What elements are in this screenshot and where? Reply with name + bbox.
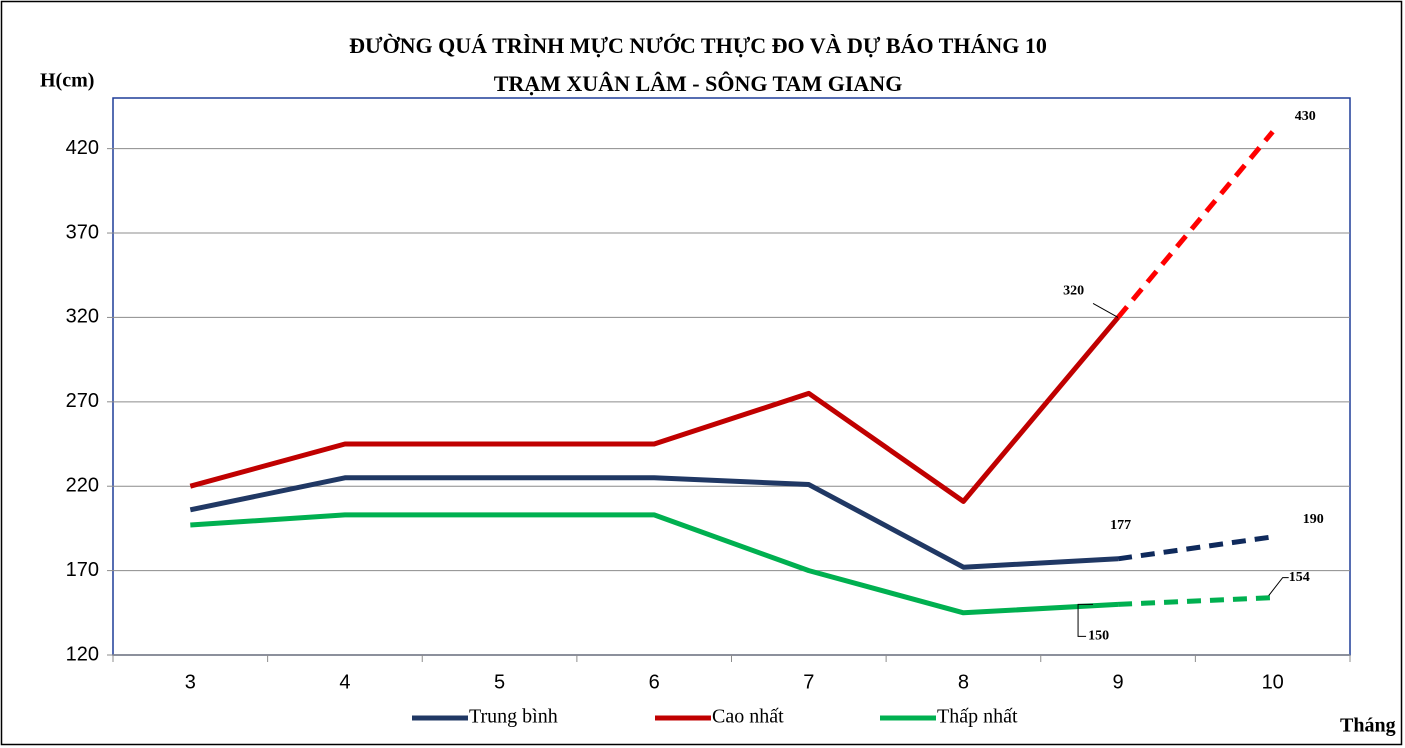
leader-line: [1092, 302, 1119, 318]
data-label: 430: [1295, 109, 1316, 124]
leader-line: [1268, 577, 1289, 596]
chart-subtitle: TRẠM XUÂN LÂM - SÔNG TAM GIANG: [494, 71, 903, 96]
legend-label: Trung bình: [469, 706, 558, 728]
y-tick-label: 170: [66, 559, 99, 581]
y-tick-label: 220: [66, 474, 99, 496]
forecast-line: [1117, 595, 1273, 607]
x-tick-label: 9: [1113, 671, 1124, 693]
data-label: 190: [1303, 512, 1324, 527]
x-tick-label: 10: [1262, 671, 1284, 693]
y-tick-label: 370: [66, 221, 99, 243]
x-tick-label: 4: [339, 671, 350, 693]
series-line: [189, 475, 1119, 570]
data-label: 320: [1063, 284, 1084, 299]
data-label: 177: [1110, 518, 1131, 533]
y-tick-label: 420: [66, 137, 99, 159]
x-axis-label: Tháng: [1340, 715, 1396, 737]
x-tick-label: 3: [185, 671, 196, 693]
y-tick-label: 320: [66, 306, 99, 328]
x-tick-label: 8: [958, 671, 969, 693]
series-line: [189, 315, 1120, 504]
x-tick-label: 6: [649, 671, 660, 693]
legend-label: Thấp nhất: [937, 706, 1018, 728]
x-tick-label: 5: [494, 671, 505, 693]
y-axis-label: H(cm): [40, 70, 94, 92]
forecast-line: [1116, 130, 1275, 320]
y-tick-label: 270: [66, 390, 99, 412]
legend-label: Cao nhất: [712, 706, 784, 728]
chart-title: ĐƯỜNG QUÁ TRÌNH MỰC NƯỚC THỰC ĐO VÀ DỰ B…: [349, 33, 1047, 58]
forecast-line: [1117, 534, 1274, 562]
data-label: 150: [1088, 629, 1109, 644]
y-tick-label: 120: [66, 643, 99, 665]
leader-line: [1077, 603, 1094, 637]
data-label: 154: [1289, 570, 1310, 585]
series-line: [190, 512, 1119, 616]
x-tick-label: 7: [803, 671, 814, 693]
